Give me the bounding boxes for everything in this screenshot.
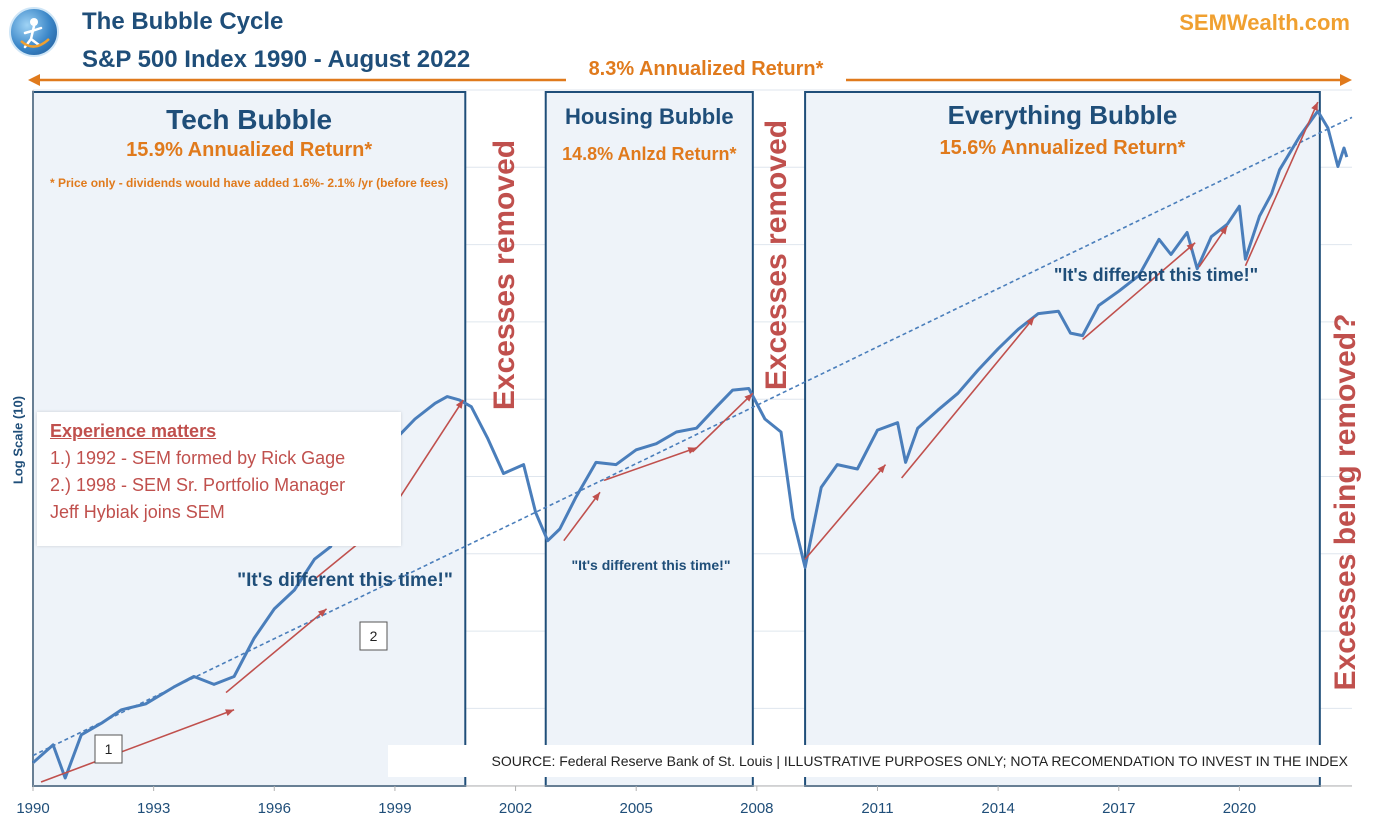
x-tick-label: 1996 — [258, 800, 291, 817]
trend-arrowhead-icon — [1026, 317, 1035, 326]
quote-label: "It's different this time!" — [572, 557, 731, 573]
trend-arrowhead-icon — [1219, 225, 1228, 235]
overall-return-bg — [566, 56, 846, 82]
footnote: * Price only - dividends would have adde… — [50, 176, 448, 190]
marker-box — [359, 621, 388, 651]
x-tick-label: 2002 — [499, 800, 532, 817]
trend-arrow — [900, 316, 1035, 479]
y-axis-label-text: Log Scale (10) — [10, 395, 26, 485]
x-tick-label: 2008 — [740, 800, 773, 817]
bubble-period-box — [804, 91, 1321, 787]
bubble-period-box — [544, 91, 754, 787]
x-tick-label: 2014 — [981, 800, 1014, 817]
trend-arrow — [225, 608, 328, 694]
overall-span-arrow-right-icon — [1340, 74, 1352, 86]
experience-line-3: Jeff Hybiak joins SEM — [50, 502, 225, 522]
experience-heading: Experience matters — [50, 421, 217, 441]
excess-label: Excesses removed — [488, 140, 521, 410]
quote-label: "It's different this time!" — [237, 570, 453, 591]
x-tick-label: 1990 — [16, 800, 49, 817]
source-note: SOURCE: Federal Reserve Bank of St. Loui… — [388, 745, 1354, 777]
trend-arrow — [1244, 101, 1319, 267]
bubble-title: Tech Bubble — [166, 104, 332, 135]
logo-icon — [9, 7, 59, 57]
marker-label: 2 — [370, 628, 378, 644]
marker-box — [94, 734, 123, 764]
x-tick-label: 1993 — [137, 800, 170, 817]
trend-arrow — [804, 464, 887, 560]
x-tick-label: 2020 — [1223, 800, 1256, 817]
overall-return-label: 8.3% Annualized Return* — [589, 58, 824, 80]
bubble-title: Housing Bubble — [565, 104, 734, 129]
trend-line — [32, 116, 1353, 757]
title-line-1: The Bubble Cycle — [82, 8, 284, 35]
x-tick-label: 1999 — [378, 800, 411, 817]
quote-label: "It's different this time!" — [1054, 265, 1258, 285]
excess-label: Excesses removed — [760, 120, 793, 390]
x-tick-label: 2011 — [861, 800, 893, 817]
title-line-2: S&P 500 Index 1990 - August 2022 — [82, 46, 471, 73]
trend-arrowhead-icon — [687, 447, 697, 454]
bubble-return-label: 14.8% Anlzd Return* — [562, 144, 736, 164]
trend-arrowhead-icon — [317, 608, 327, 617]
brand-link[interactable]: SEMWealth.com — [1179, 10, 1350, 35]
bubble-title: Everything Bubble — [948, 100, 1178, 130]
sp500-line — [32, 109, 1349, 780]
x-tick-label: 2005 — [620, 800, 653, 817]
bubble-return-label: 15.6% Annualized Return* — [939, 137, 1185, 159]
trend-arrow — [40, 709, 235, 783]
trend-arrowhead-icon — [877, 464, 886, 474]
excess-label: Excesses being removed? — [1329, 314, 1362, 691]
trend-arrowhead-icon — [225, 709, 235, 716]
marker-label: 1 — [105, 741, 113, 757]
experience-line-1: 1.) 1992 - SEM formed by Rick Gage — [50, 448, 346, 468]
experience-box: Experience matters 1.) 1992 - SEM formed… — [37, 412, 401, 546]
trend-arrowhead-icon — [592, 492, 601, 501]
trend-arrow — [1082, 242, 1196, 341]
overall-span-arrow-left-icon — [28, 74, 40, 86]
x-tick-label: 2017 — [1102, 800, 1135, 817]
trend-arrow — [563, 491, 601, 542]
trend-arrow — [603, 447, 697, 482]
trend-arrow — [691, 392, 754, 453]
trend-arrowhead-icon — [1311, 102, 1318, 112]
trend-arrowhead-icon — [744, 393, 753, 402]
trend-arrowhead-icon — [1186, 242, 1196, 251]
bubble-return-label: 15.9% Annualized Return* — [126, 139, 372, 161]
logo-figure-icon — [20, 18, 50, 49]
trend-arrowhead-icon — [455, 399, 464, 409]
experience-line-2: 2.) 1998 - SEM Sr. Portfolio Manager — [50, 475, 346, 495]
